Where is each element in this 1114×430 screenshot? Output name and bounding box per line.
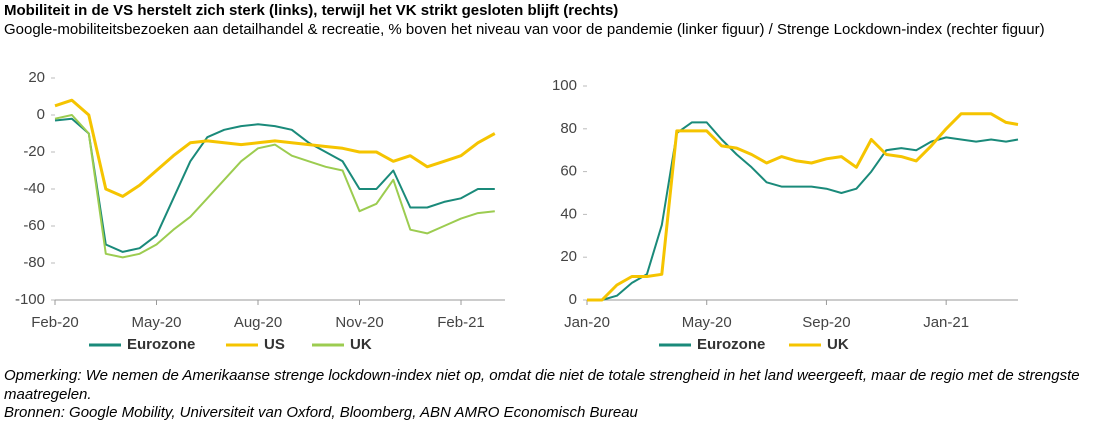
- x-tick-label: Feb-21: [437, 314, 485, 331]
- series-line: [54, 114, 495, 259]
- y-tick-label: 40: [560, 205, 577, 222]
- x-tick-label: Nov-20: [335, 314, 383, 331]
- series-line: [54, 117, 495, 253]
- x-tick-label: Feb-20: [31, 314, 79, 331]
- title: Mobiliteit in de VS herstelt zich sterk …: [4, 2, 619, 19]
- y-tick-label: -40: [23, 180, 45, 197]
- y-tick-label: 100: [552, 77, 577, 94]
- note: Opmerking: We nemen de Amerikaanse stren…: [4, 367, 1080, 403]
- y-tick-label: -100: [15, 291, 45, 308]
- subtitle: Google-mobiliteitsbezoeken aan detailhan…: [4, 21, 1045, 38]
- y-tick-label: 0: [569, 291, 577, 308]
- x-tick-label: Sep-20: [802, 314, 850, 331]
- y-tick-label: -60: [23, 217, 45, 234]
- x-tick-label: May-20: [131, 314, 181, 331]
- source: Bronnen: Google Mobility, Universiteit v…: [4, 404, 638, 421]
- legend-label: Eurozone: [697, 336, 765, 353]
- series-line: [587, 121, 1019, 301]
- y-tick-label: 20: [560, 248, 577, 265]
- y-tick-label: -20: [23, 143, 45, 160]
- series-line: [587, 112, 1019, 302]
- legend-label: UK: [350, 336, 372, 353]
- series-line: [54, 98, 496, 198]
- y-tick-label: 80: [560, 120, 577, 137]
- y-tick-label: 60: [560, 163, 577, 180]
- x-tick-label: May-20: [682, 314, 732, 331]
- y-tick-label: 0: [37, 106, 45, 123]
- y-tick-label: 20: [28, 69, 45, 86]
- y-tick-label: -80: [23, 254, 45, 271]
- legend-label: UK: [827, 336, 849, 353]
- legend-label: US: [264, 336, 285, 353]
- x-tick-label: Jan-20: [564, 314, 610, 331]
- x-tick-label: Aug-20: [234, 314, 282, 331]
- x-tick-label: Jan-21: [923, 314, 969, 331]
- legend-label: Eurozone: [127, 336, 195, 353]
